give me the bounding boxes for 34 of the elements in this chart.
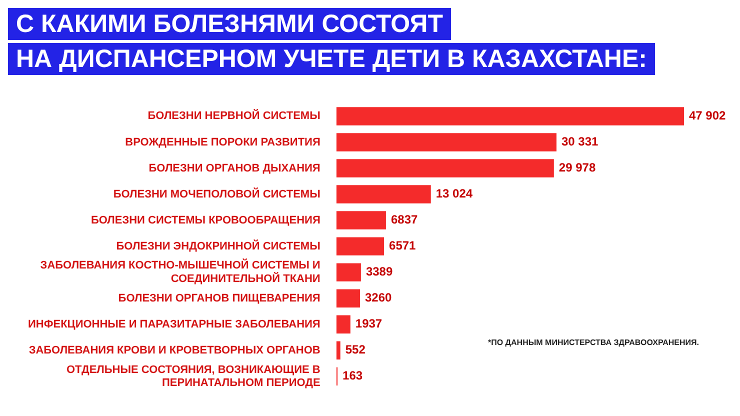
- data-label: 3389: [366, 264, 393, 279]
- data-label: 3260: [365, 290, 392, 305]
- bar: [336, 315, 350, 334]
- bar: [336, 289, 360, 308]
- y-tick-label: ВРОЖДЕННЫЕ ПОРОКИ РАЗВИТИЯ: [125, 136, 320, 148]
- y-tick-label: БОЛЕЗНИ СИСТЕМЫ КРОВООБРАЩЕНИЯ: [90, 214, 320, 226]
- data-label: 29 978: [558, 160, 596, 175]
- y-tick-label: БОЛЕЗНИ ОРГАНОВ ПИЩЕВАРЕНИЯ: [118, 292, 320, 304]
- chart-title: С КАКИМИ БОЛЕЗНЯМИ СОСТОЯТ НА ДИСПАНСЕРНОМ УЧЕТЕ ДЕТИ В КАЗАХСТАНЕ:: [15, 9, 648, 75]
- bar: [336, 263, 361, 282]
- annotation: *ПО ДАННЫМ МИНИСТЕРСТВА ЗДРАВООХРАНЕНИЯ.: [488, 338, 699, 347]
- y-tick-label: БОЛЕЗНИ ЭНДОКРИННОЙ СИСТЕМЫ: [116, 239, 321, 252]
- bar: [336, 159, 554, 178]
- data-label: 30 331: [561, 134, 599, 149]
- data-label: 163: [342, 368, 363, 383]
- y-tick-label: БОЛЕЗНИ ОРГАНОВ ДЫХАНИЯ: [148, 162, 320, 174]
- bar: [336, 341, 340, 360]
- bar: [336, 211, 386, 230]
- y-tick-label: ЗАБОЛЕВАНИЯ КОСТНО-МЫШЕЧНОЙ СИСТЕМЫ И СОЕДИНИТЕЛЬНОЙ ТКАНИ: [40, 258, 320, 285]
- y-tick-label: БОЛЕЗНИ МОЧЕПОЛОВОЙ СИСТЕМЫ: [113, 187, 321, 200]
- bar: [336, 133, 556, 152]
- data-label: 47 902: [689, 108, 726, 123]
- data-label: 6837: [390, 212, 418, 227]
- bar: [336, 185, 431, 204]
- y-tick-label: ЗАБОЛЕВАНИЯ КРОВИ И КРОВЕТВОРНЫХ ОРГАНОВ: [28, 344, 320, 356]
- data-label: 1937: [355, 316, 382, 331]
- y-tick-label: ОТДЕЛЬНЫЕ СОСТОЯНИЯ, ВОЗНИКАЮЩИЕ В ПЕРИНАТАЛЬНОМ ПЕРИОДЕ: [66, 364, 320, 390]
- data-label: 13 024: [436, 186, 473, 201]
- data-label: 6571: [389, 238, 416, 253]
- data-label: 552: [345, 342, 366, 357]
- bar: [336, 237, 384, 256]
- y-tick-label: БОЛЕЗНИ НЕРВНОЙ СИСТЕМЫ: [148, 109, 321, 122]
- y-tick-label: ИНФЕКЦИОННЫЕ И ПАРАЗИТАРНЫЕ ЗАБОЛЕВАНИЯ: [28, 318, 320, 330]
- bar: [336, 107, 684, 126]
